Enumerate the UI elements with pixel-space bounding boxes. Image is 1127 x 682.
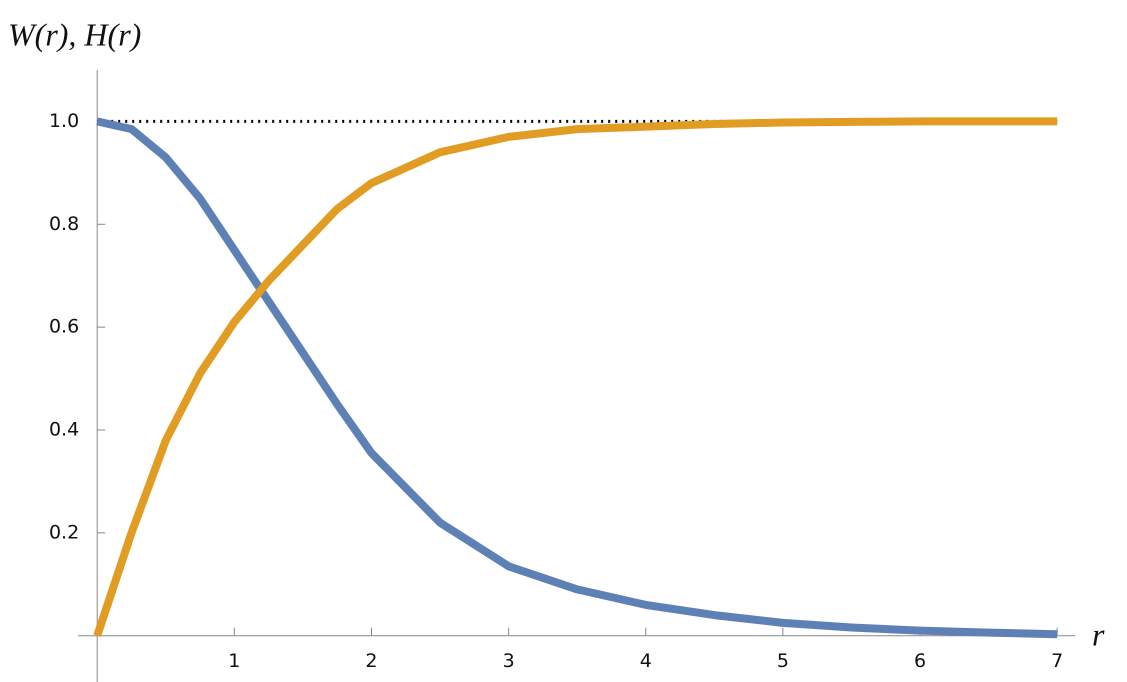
y-axis-title: W(r), H(r) — [8, 16, 141, 52]
line-series — [96, 117, 1058, 639]
x-tick-label: 3 — [503, 650, 515, 672]
x-tick-label: 7 — [1051, 650, 1063, 672]
y-tick-label: 0.8 — [49, 213, 79, 235]
x-tick-label: 6 — [914, 650, 926, 672]
line-series — [93, 117, 1058, 637]
y-tick-label: 0.2 — [49, 521, 79, 543]
x-tick-label: 2 — [365, 650, 377, 672]
x-axis-title: r — [1092, 616, 1105, 652]
x-tick-label: 4 — [640, 650, 652, 672]
x-tick-label: 5 — [777, 650, 789, 672]
y-tick-label: 0.4 — [49, 419, 79, 441]
x-tick-label: 1 — [228, 650, 240, 672]
y-tick-label: 0.6 — [49, 316, 79, 338]
y-tick-label: 1.0 — [49, 110, 79, 132]
